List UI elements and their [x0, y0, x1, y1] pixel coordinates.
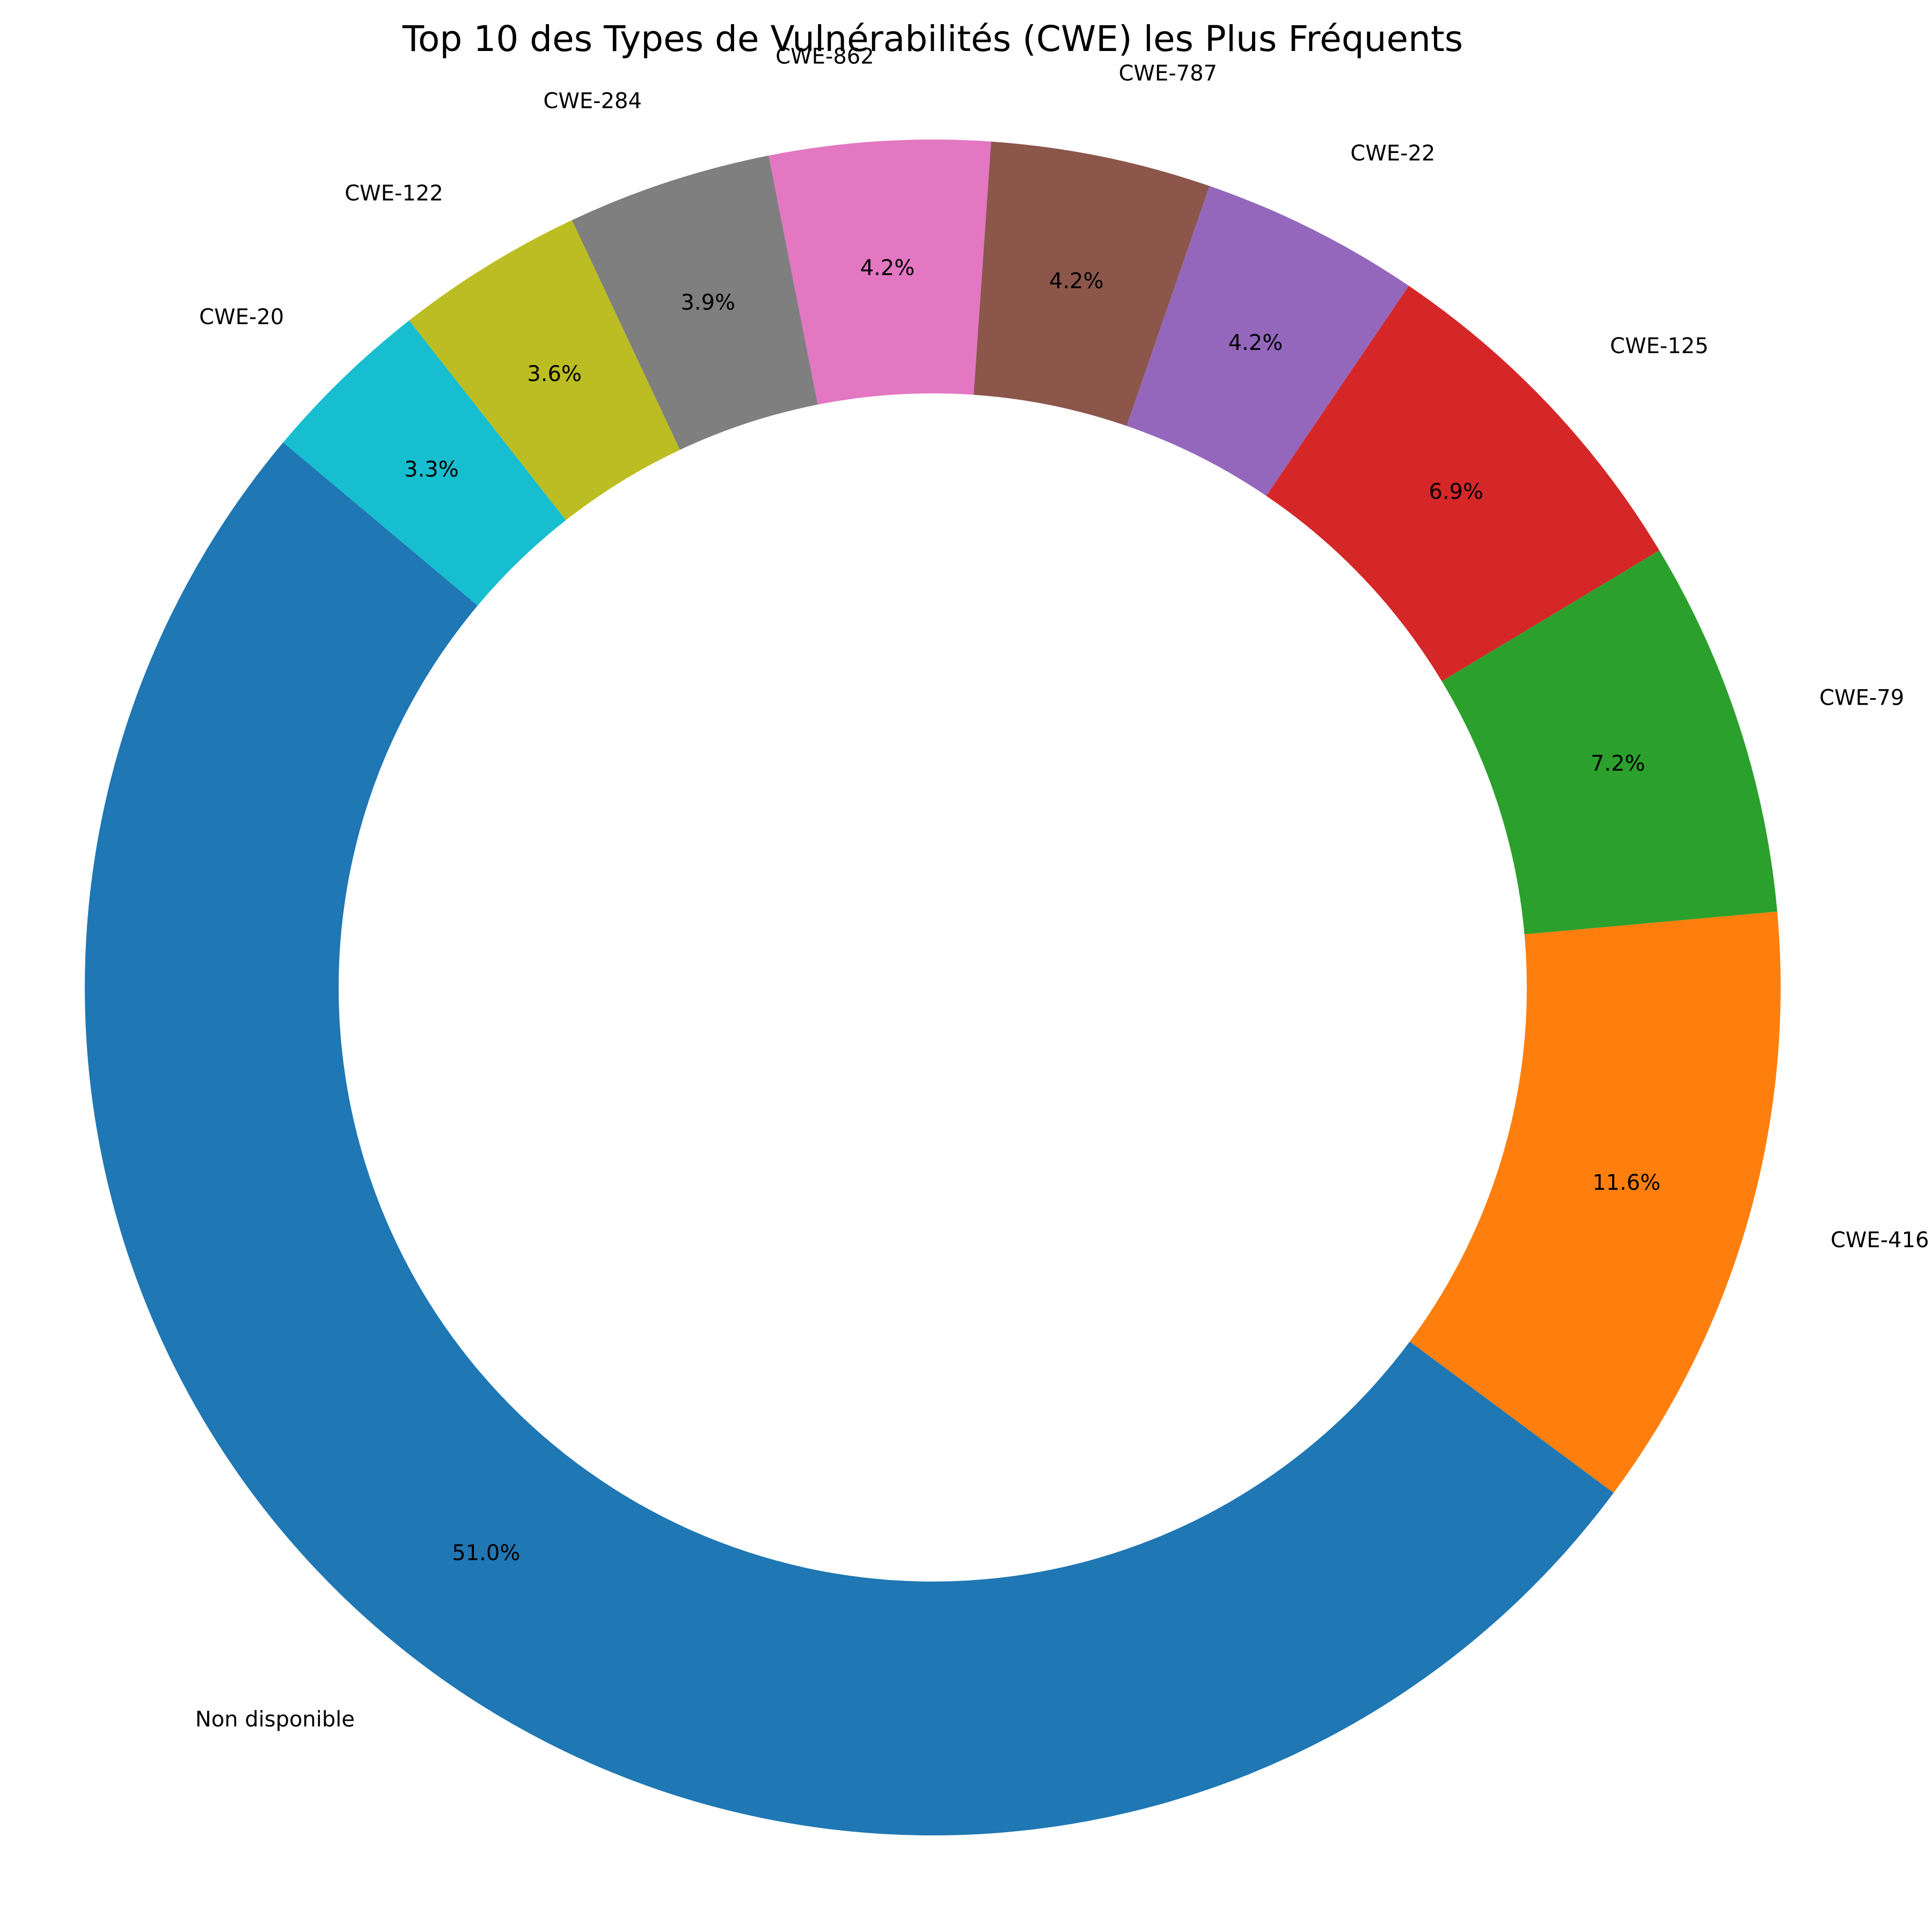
slice-cwe-79	[1441, 550, 1777, 934]
percentage-label: 3.6%	[527, 362, 582, 386]
slice-cwe-125	[1266, 286, 1659, 682]
slice-cwe-22	[1126, 186, 1409, 496]
percentage-label: 4.2%	[860, 256, 915, 281]
percentage-label: 4.2%	[1228, 331, 1283, 355]
slice-cwe-416	[1409, 911, 1781, 1493]
slices-group	[85, 140, 1781, 1835]
slice-cwe-862	[769, 140, 991, 405]
slice-label: CWE-416	[1831, 1228, 1929, 1253]
percentage-label: 7.2%	[1591, 751, 1645, 776]
slice-label: CWE-122	[345, 181, 443, 206]
percentage-label: 4.2%	[1049, 269, 1104, 294]
slice-cwe-122	[409, 220, 680, 521]
slice-cwe-787	[974, 141, 1210, 426]
percentage-label: 11.6%	[1592, 1170, 1660, 1195]
slice-label: Non disponible	[195, 1707, 355, 1732]
slice-label: CWE-79	[1819, 686, 1904, 711]
slice-label: CWE-20	[199, 305, 284, 330]
percentage-label: 51.0%	[452, 1541, 520, 1565]
slice-cwe-20	[283, 320, 566, 606]
chart-title: Top 10 des Types de Vulnérabilités (CWE)…	[402, 18, 1463, 60]
slice-cwe-284	[572, 155, 818, 450]
slice-label: CWE-22	[1350, 141, 1435, 166]
slice-non-disponible	[85, 442, 1614, 1835]
slice-label: CWE-125	[1610, 334, 1709, 358]
slice-label: CWE-862	[775, 44, 874, 69]
labels-group: Non disponible 51.0% CWE-416 11.6% CWE-79 7.2…	[195, 44, 1929, 1732]
slice-label: CWE-284	[543, 89, 642, 114]
slice-label: CWE-787	[1118, 61, 1217, 86]
percentage-label: 6.9%	[1429, 480, 1483, 504]
percentage-label: 3.3%	[404, 457, 459, 482]
percentage-label: 3.9%	[680, 290, 735, 315]
